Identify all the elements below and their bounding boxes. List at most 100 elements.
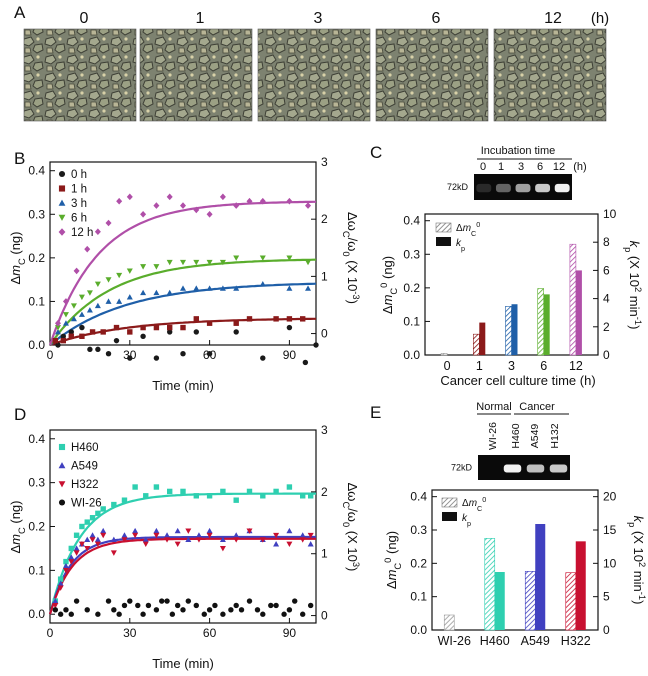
legend-label: H322 bbox=[71, 479, 99, 491]
data-point bbox=[246, 197, 253, 205]
y-tick-label: 0.4 bbox=[403, 214, 420, 228]
data-point bbox=[84, 536, 91, 543]
data-point bbox=[153, 202, 160, 209]
micrograph-3h bbox=[257, 28, 371, 122]
data-point bbox=[305, 285, 312, 291]
x-axis-label: Cancer cell culture time (h) bbox=[440, 373, 595, 388]
y-tick-label: 0.3 bbox=[403, 247, 420, 261]
panel-letter-a: A bbox=[14, 3, 26, 22]
time-label: 0 bbox=[80, 10, 89, 27]
y-axis-label: ΔmC (ng) bbox=[8, 231, 27, 284]
data-point bbox=[70, 303, 77, 309]
y2-tick-label: 0 bbox=[603, 348, 610, 362]
data-point bbox=[273, 488, 279, 495]
data-point bbox=[94, 541, 101, 548]
data-point bbox=[273, 602, 279, 609]
data-point bbox=[78, 541, 85, 548]
bar-kp bbox=[535, 524, 546, 630]
panel-letter-d: D bbox=[14, 405, 26, 424]
data-point bbox=[140, 210, 147, 218]
data-point bbox=[94, 302, 101, 309]
data-point bbox=[193, 206, 200, 214]
y-tick-label: 0.1 bbox=[403, 314, 420, 328]
gel-group-label: Normal bbox=[476, 401, 511, 413]
gel-band bbox=[515, 183, 531, 193]
data-point bbox=[84, 519, 90, 525]
category-label: 1 bbox=[476, 359, 483, 373]
bar-dmc bbox=[505, 306, 512, 356]
data-point bbox=[62, 298, 69, 305]
y2-tick-label: 5 bbox=[603, 590, 610, 604]
y2-tick-label: 15 bbox=[603, 523, 617, 537]
legend-label: WI-26 bbox=[71, 498, 102, 510]
category-label: WI-26 bbox=[438, 634, 471, 648]
legend-label: 12 h bbox=[71, 227, 93, 239]
y2-axis-label: kp (X 102 min-1) bbox=[623, 241, 643, 330]
data-point bbox=[180, 285, 186, 291]
y-tick-label: 0.1 bbox=[28, 563, 45, 577]
data-point bbox=[302, 359, 309, 366]
y-tick-label: 0.0 bbox=[403, 348, 420, 362]
y2-tick-label: 2 bbox=[321, 485, 328, 499]
bar-kp bbox=[575, 541, 586, 630]
data-point bbox=[57, 585, 64, 591]
data-point bbox=[86, 290, 93, 296]
data-point bbox=[95, 346, 101, 353]
y2-tick-label: 4 bbox=[603, 292, 610, 306]
data-point bbox=[116, 197, 123, 205]
data-point bbox=[73, 598, 80, 604]
data-point bbox=[246, 598, 253, 604]
legend-swatch bbox=[435, 222, 452, 233]
y2-tick-label: 10 bbox=[603, 207, 617, 221]
y-axis-label: ΔmC0 (ng) bbox=[383, 531, 403, 589]
data-point bbox=[89, 537, 96, 543]
panel-letter-e: E bbox=[370, 403, 381, 422]
fit-curve bbox=[48, 200, 316, 346]
gel-band bbox=[476, 183, 492, 193]
data-point bbox=[180, 324, 186, 331]
data-point bbox=[233, 497, 239, 503]
data-point bbox=[153, 355, 160, 361]
data-point bbox=[153, 324, 160, 331]
y2-axis-label: ΔωC/ω0 (X 103) bbox=[341, 483, 361, 572]
data-point bbox=[300, 316, 306, 322]
bar-dmc bbox=[569, 243, 577, 356]
data-point bbox=[52, 598, 59, 604]
y-axis-label: ΔmC0 (ng) bbox=[379, 256, 399, 314]
gel-band bbox=[549, 464, 568, 473]
data-point bbox=[286, 255, 293, 261]
data-point bbox=[193, 493, 199, 499]
data-point bbox=[220, 611, 226, 617]
data-point bbox=[166, 259, 173, 266]
data-point bbox=[259, 197, 266, 205]
category-label: H460 bbox=[480, 634, 510, 648]
y2-tick-label: 1 bbox=[321, 547, 328, 561]
data-point bbox=[79, 523, 85, 530]
time-label: 6 bbox=[432, 10, 441, 27]
data-point bbox=[62, 312, 69, 318]
data-point bbox=[73, 267, 80, 275]
data-point bbox=[206, 527, 213, 534]
y-tick-label: 0.0 bbox=[410, 623, 427, 637]
data-point bbox=[68, 611, 74, 617]
legend-swatch bbox=[436, 237, 451, 246]
data-point bbox=[233, 255, 240, 261]
plot-frame bbox=[431, 489, 599, 631]
data-point bbox=[140, 611, 146, 617]
x-tick-label: 0 bbox=[47, 348, 54, 362]
bar-kp bbox=[543, 294, 550, 355]
data-point bbox=[212, 602, 218, 609]
data-point bbox=[153, 607, 160, 613]
data-point bbox=[219, 259, 226, 266]
y2-tick-label: 20 bbox=[603, 490, 617, 504]
data-point bbox=[233, 602, 239, 609]
data-point bbox=[167, 488, 173, 495]
data-point bbox=[62, 320, 69, 326]
x-axis-label: Time (min) bbox=[152, 378, 214, 393]
gel-lane-label: 1 bbox=[498, 161, 504, 173]
time-unit: (h) bbox=[591, 10, 609, 27]
gel-lane-label: 6 bbox=[537, 161, 543, 173]
data-point bbox=[246, 316, 253, 322]
x-axis-label: Time (min) bbox=[152, 656, 214, 671]
